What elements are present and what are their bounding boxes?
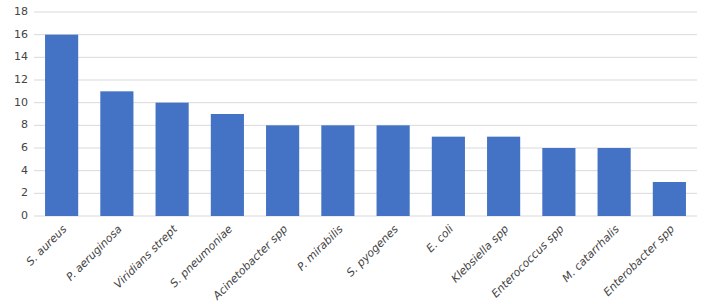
bar: [156, 103, 189, 216]
bar: [542, 148, 575, 216]
x-tick-label: Klebsiella spp: [449, 223, 512, 286]
bar: [487, 137, 520, 216]
x-tick-label: Acinetobacter spp: [210, 223, 291, 304]
grid-line: [34, 80, 697, 81]
grid-line: [34, 34, 697, 35]
bar: [321, 125, 354, 216]
chart-svg: 0 2 4 6 8 10 12 14 16 18 S. aureusP. aeruginosaVir…: [0, 0, 709, 304]
x-tick-label: E. coli: [424, 223, 456, 255]
bar: [598, 148, 631, 216]
y-tick-label: 0: [21, 209, 28, 222]
bars: [45, 35, 686, 216]
y-tick-label: 18: [14, 5, 28, 18]
bar: [266, 125, 299, 216]
grid: [34, 12, 697, 216]
y-tick-label: 6: [21, 141, 28, 154]
chart-container: 0 2 4 6 8 10 12 14 16 18 S. aureusP. aeruginosaVir…: [0, 0, 709, 304]
y-axis: 0 2 4 6 8 10 12 14 16 18: [14, 5, 28, 222]
y-tick-label: 14: [14, 50, 28, 63]
grid-line: [34, 57, 697, 58]
x-tick-label: P. mirabilis: [295, 222, 346, 273]
y-tick-label: 10: [14, 96, 28, 109]
bar: [432, 137, 465, 216]
bar: [211, 114, 244, 216]
bar: [377, 125, 410, 216]
y-tick-label: 4: [21, 164, 28, 177]
x-tick-label: S. aureus: [24, 222, 70, 268]
x-tick-label: Enterobacter spp: [601, 223, 677, 299]
y-tick-label: 8: [21, 118, 28, 131]
y-tick-label: 2: [21, 186, 28, 199]
x-axis: S. aureusP. aeruginosaViridians streptS.…: [24, 222, 677, 303]
grid-line: [34, 12, 697, 13]
y-tick-label: 12: [14, 73, 28, 86]
bar: [653, 182, 686, 216]
x-tick-label: M. catarrhalis: [560, 222, 622, 284]
x-tick-label: S. pyogenes: [344, 222, 401, 279]
x-tick-label: P. aeruginosa: [64, 222, 125, 283]
y-tick-label: 16: [14, 28, 28, 41]
bar: [100, 91, 133, 216]
x-tick-label: Enterococcus spp: [489, 223, 567, 301]
bar: [45, 35, 78, 216]
